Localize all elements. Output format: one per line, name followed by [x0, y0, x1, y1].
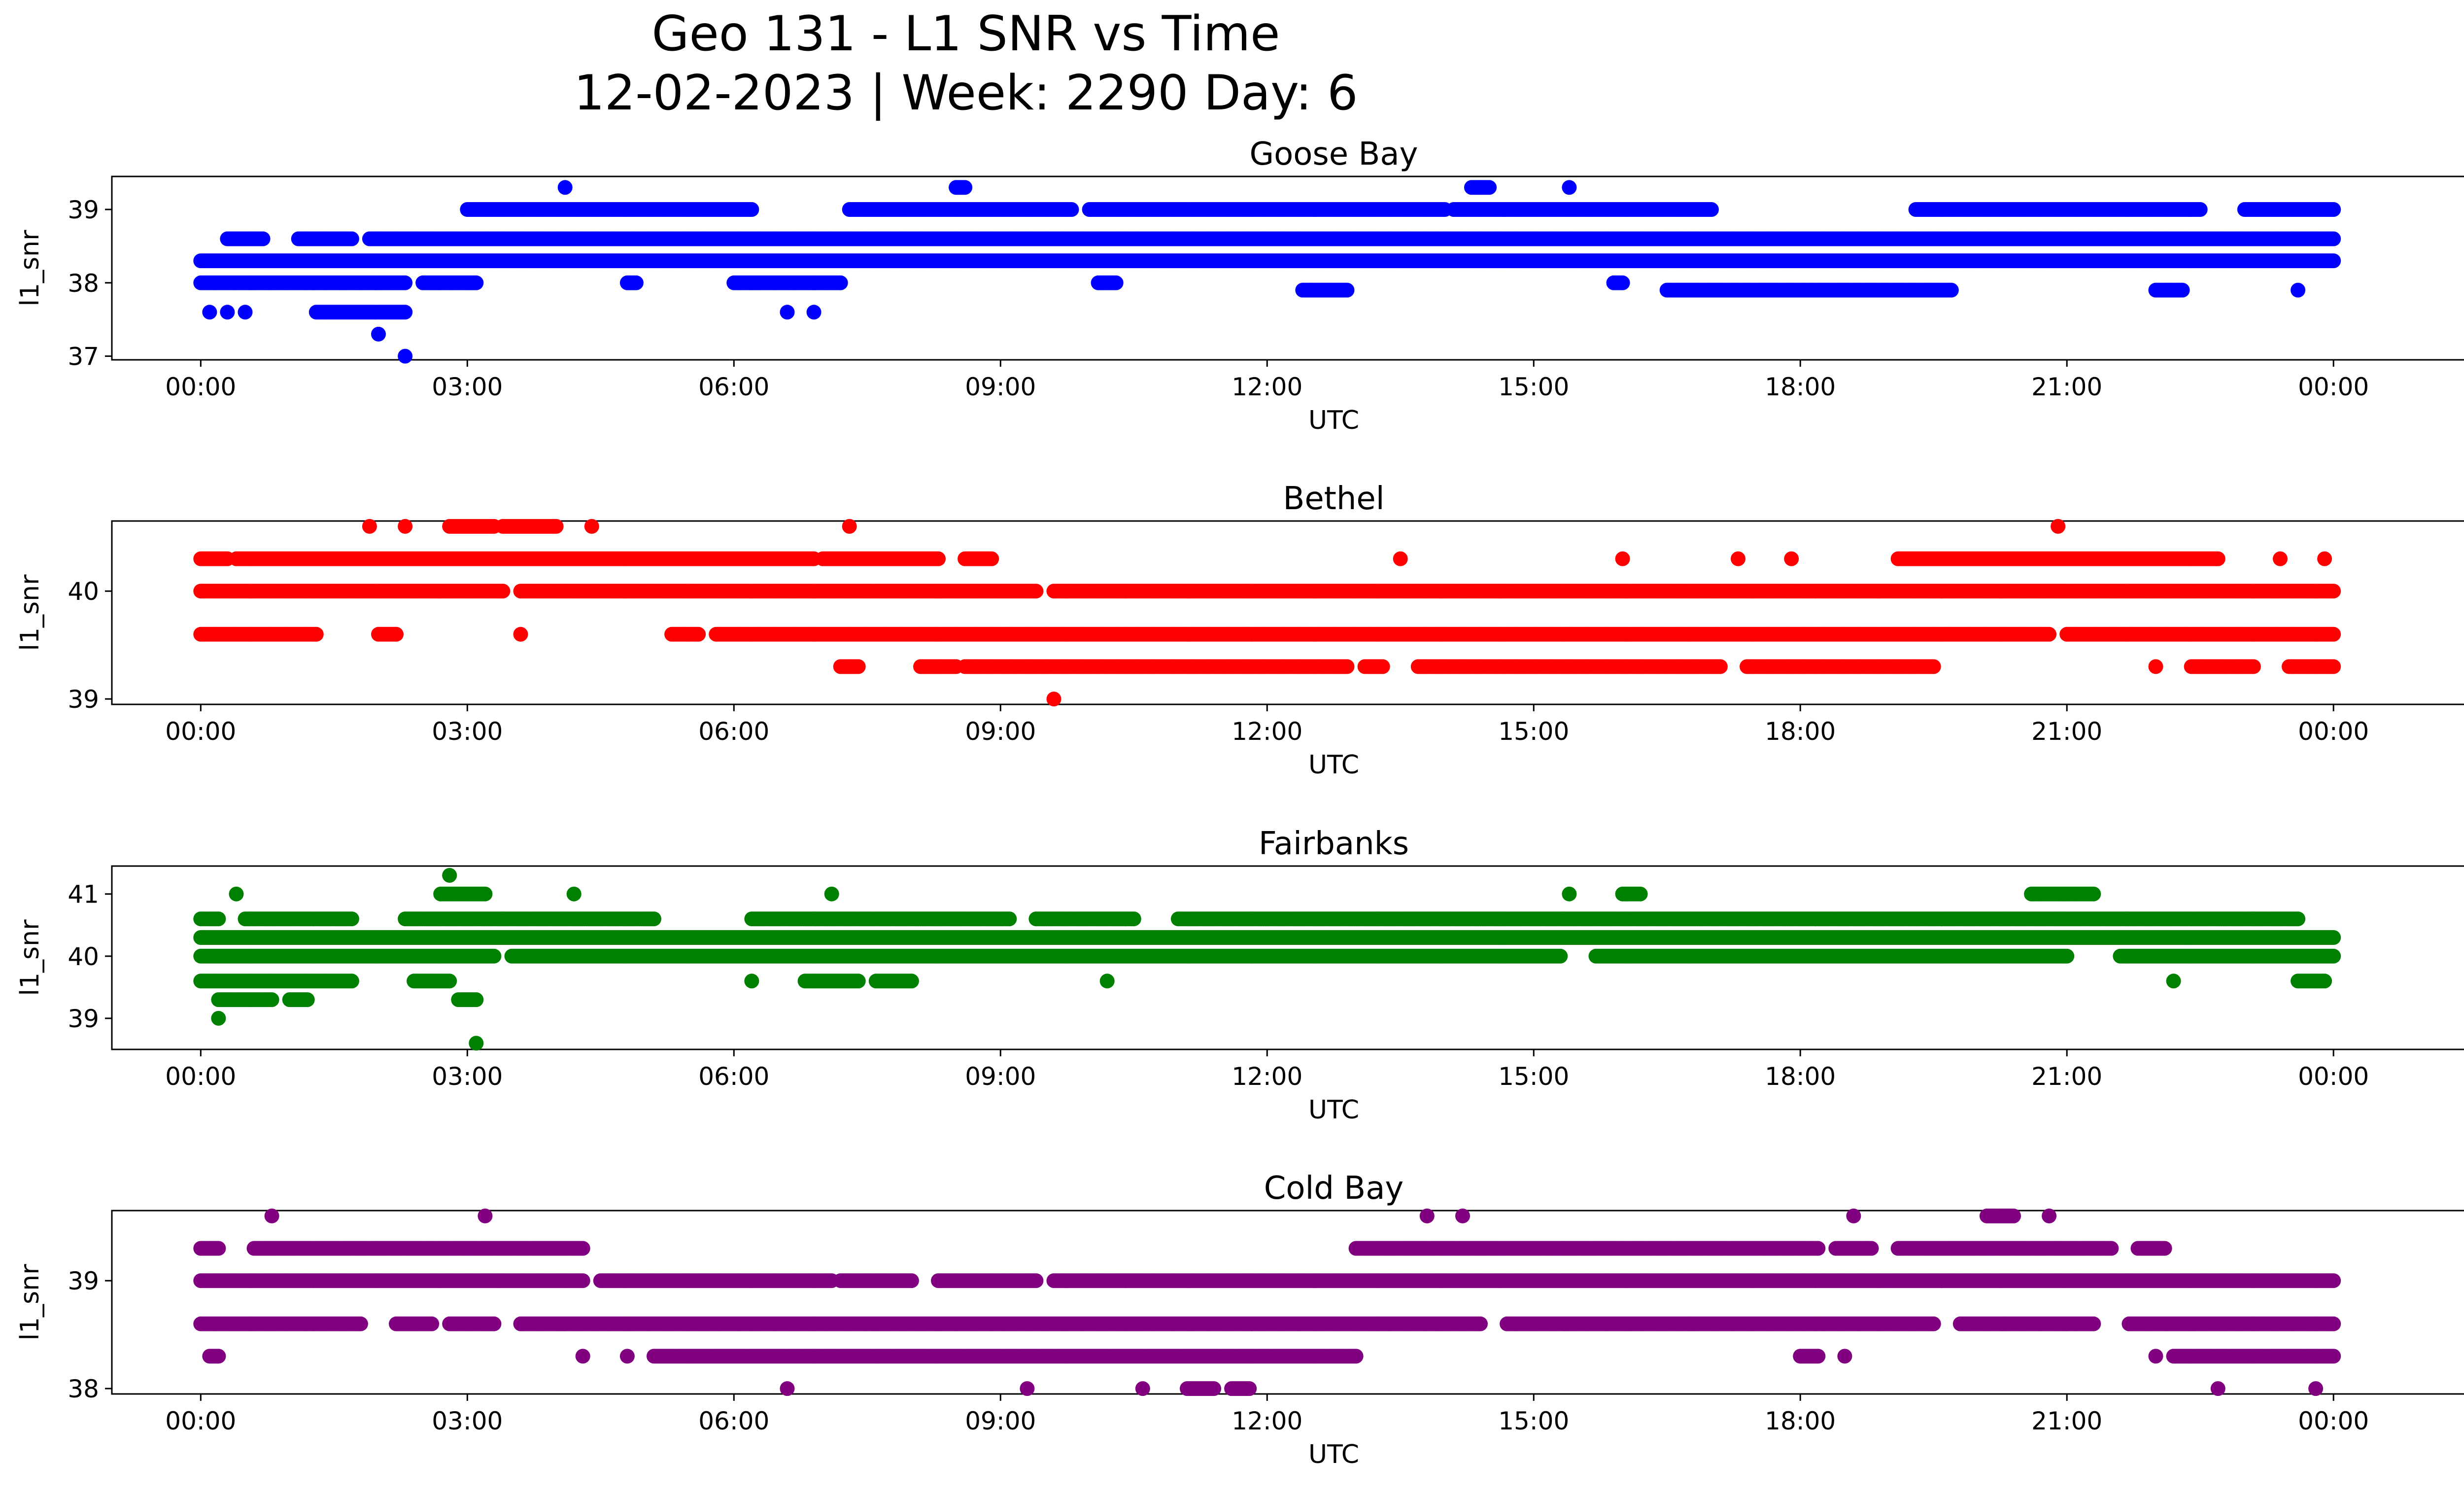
y-axis-label: l1_snr: [15, 574, 45, 651]
data-point: [1064, 202, 1079, 217]
axes-frame: [111, 175, 2464, 361]
data-point: [806, 305, 821, 320]
x-tick-label: 00:00: [2298, 717, 2369, 746]
data-point: [238, 305, 253, 320]
data-point: [958, 180, 973, 195]
x-tick-label: 12:00: [1232, 373, 1302, 401]
data-point: [557, 180, 573, 195]
data-point: [1108, 275, 1124, 290]
data-point: [2326, 202, 2341, 217]
data-point: [780, 305, 795, 320]
data-point: [469, 275, 484, 290]
data-point: [1562, 180, 1577, 195]
data-point: [1944, 282, 1959, 298]
data-point: [255, 231, 271, 246]
x-tick-label: 09:00: [965, 373, 1036, 401]
data-point: [1339, 282, 1355, 298]
x-tick-label: 06:00: [698, 717, 769, 746]
y-axis-label: l1_snr: [15, 230, 45, 307]
data-point: [344, 231, 359, 246]
data-point: [1028, 584, 1044, 599]
subplot-bethel: Bethel 00:00 03:00 06:00 09:00 12:00 15:00 18:0…: [15, 481, 2464, 780]
data-point: [202, 305, 217, 320]
data-point: [2291, 282, 2306, 298]
data-point: [1482, 180, 1497, 195]
y-tick-label: 40: [68, 577, 99, 606]
y-tick-label: 39: [68, 685, 99, 714]
x-tick-label: 21:00: [2031, 717, 2102, 746]
subplot-title: Bethel: [1283, 481, 1384, 517]
x-tick-label: 15:00: [1498, 717, 1569, 746]
x-tick-label: 09:00: [965, 717, 1036, 746]
data-point: [744, 202, 759, 217]
y-tick-label: 37: [68, 343, 99, 371]
data-point: [2326, 584, 2341, 599]
data-point: [2175, 282, 2190, 298]
x-axis-label: UTC: [1308, 406, 1359, 435]
scatter-points: [193, 519, 2341, 707]
data-point: [2192, 202, 2208, 217]
x-tick-label: 15:00: [1498, 373, 1569, 401]
x-tick-label: 03:00: [432, 717, 503, 746]
data-point: [398, 348, 413, 364]
x-tick-label: 18:00: [1765, 717, 1836, 746]
y-tick-label: 38: [68, 269, 99, 298]
data-point: [1615, 275, 1630, 290]
data-point: [1704, 202, 1719, 217]
data-point: [628, 275, 644, 290]
y-tick-label: 39: [68, 196, 99, 224]
x-tick-label: 00:00: [165, 717, 236, 746]
x-tick-label: 12:00: [1232, 717, 1302, 746]
data-point: [398, 275, 413, 290]
subplot-title: Goose Bay: [1250, 136, 1418, 173]
x-axis-label: UTC: [1308, 750, 1359, 780]
data-point: [398, 305, 413, 320]
x-tick-label: 03:00: [432, 373, 503, 401]
x-tick-label: 21:00: [2031, 373, 2102, 401]
data-point: [2326, 231, 2341, 246]
axes-frame: [111, 520, 2464, 705]
x-tick-label: 00:00: [2298, 373, 2369, 401]
data-point: [2326, 253, 2341, 269]
data-point: [371, 326, 386, 342]
scatter-points: [193, 180, 2341, 364]
subplot-goose-bay: Goose Bay 00:00 03:00 06:00 09:00 12:00 15:00 1…: [15, 136, 2464, 435]
data-point: [833, 275, 848, 290]
figure-title-line1: Geo 131 - L1 SNR vs Time: [652, 6, 1280, 62]
x-tick-label: 18:00: [1765, 373, 1836, 401]
x-tick-label: 00:00: [165, 373, 236, 401]
subplots: Goose Bay 00:00 03:00 06:00 09:00 12:00 15:00 1…: [15, 136, 2464, 1469]
data-point: [220, 305, 235, 320]
figure-title-line2: 12-02-2023 | Week: 2290 Day: 6: [574, 65, 1358, 121]
data-point: [495, 584, 511, 599]
x-tick-label: 06:00: [698, 373, 769, 401]
